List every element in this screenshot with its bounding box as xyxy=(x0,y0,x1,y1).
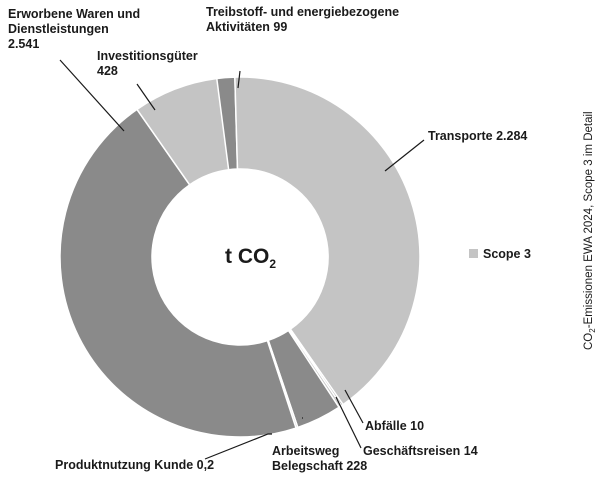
leader-line xyxy=(237,70,241,89)
leader-line xyxy=(335,396,362,449)
slice-investitionsg-ter xyxy=(135,77,230,186)
side-title-pre: CO xyxy=(583,333,595,350)
legend-label: Scope 3 xyxy=(483,247,531,261)
leader-line xyxy=(344,389,364,424)
labels-group: Treibstoff- und energiebezogene Aktivität… xyxy=(8,5,527,473)
slice-label: Treibstoff- und energiebezogene Aktivität… xyxy=(206,5,399,34)
slice-label: Erworbene Waren und Dienstleistungen 2.541 xyxy=(8,7,140,51)
slice-label: Geschäftsreisen 14 xyxy=(363,444,478,458)
slice-label: Transporte 2.284 xyxy=(428,129,527,143)
leader-line xyxy=(136,83,156,111)
side-title-sub: 2 xyxy=(588,328,597,333)
slice-label: Abfälle 10 xyxy=(365,419,424,433)
leader-line xyxy=(384,139,425,172)
side-title-post: -Emissionen EWA 2024, Scope 3 im Detail xyxy=(583,111,595,328)
slice-erworbene-waren-und-dienstleistungen xyxy=(59,108,297,438)
leader-line xyxy=(59,59,125,132)
leader-lines-group xyxy=(59,59,425,460)
slice-transporte xyxy=(234,76,421,406)
center-label: t CO2 xyxy=(225,245,276,271)
center-label-sub: 2 xyxy=(269,257,276,271)
slices-group xyxy=(59,76,421,438)
legend-swatch xyxy=(469,249,478,258)
slice-label: Investitionsgüter 428 xyxy=(97,49,198,78)
side-title: CO2-Emissionen EWA 2024, Scope 3 im Deta… xyxy=(583,111,597,350)
slice-label: Arbeitsweg Belegschaft 228 xyxy=(272,444,367,473)
center-label-main: t CO xyxy=(225,245,269,268)
leader-line xyxy=(204,433,272,460)
slice-label: Produktnutzung Kunde 0,2 xyxy=(55,458,214,472)
